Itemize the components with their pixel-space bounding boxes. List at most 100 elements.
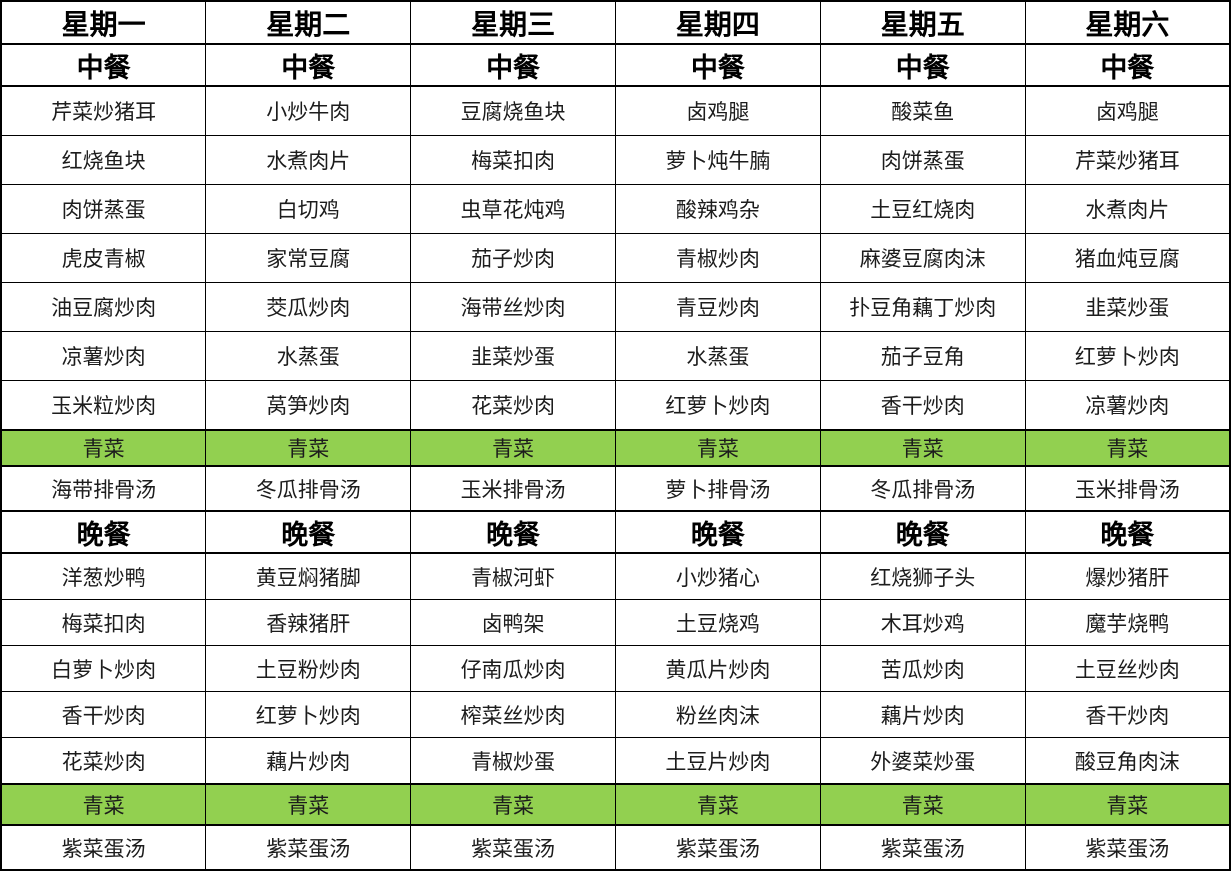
dinner-dish-cell: 红萝卜炒肉 [205, 691, 412, 738]
lunch-dish-cell: 卤鸡腿 [614, 85, 821, 136]
dinner-dish-cell: 外婆菜炒蛋 [819, 737, 1026, 785]
dinner-dish-cell: 土豆丝炒肉 [1024, 645, 1231, 692]
dinner-dish-cell: 土豆粉炒肉 [205, 645, 412, 692]
dinner-dish-cell: 花菜炒肉 [0, 737, 207, 785]
menu-row-veg-dinner: 青菜 青菜 青菜 青菜 青菜 青菜 [0, 783, 1231, 826]
lunch-dish-cell: 水蒸蛋 [205, 331, 412, 381]
lunch-dish-cell: 凉薯炒肉 [1024, 380, 1231, 431]
lunch-dish-cell: 红萝卜炒肉 [1024, 331, 1231, 381]
meal-header-cell: 晚餐 [0, 510, 207, 554]
lunch-dish-cell: 水煮肉片 [205, 135, 412, 185]
lunch-dish-cell: 芹菜炒猪耳 [1024, 135, 1231, 185]
dinner-dish-cell: 藕片炒肉 [819, 691, 1026, 738]
dinner-dish-cell: 白萝卜炒肉 [0, 645, 207, 692]
meal-header-cell: 中餐 [819, 43, 1026, 87]
lunch-dish-cell: 肉饼蒸蛋 [819, 135, 1026, 185]
day-header-cell: 星期三 [410, 0, 616, 45]
meal-header-cell: 中餐 [205, 43, 412, 87]
dinner-dish-cell: 木耳炒鸡 [819, 599, 1026, 646]
veg-highlight-cell: 青菜 [205, 429, 412, 467]
menu-row-lunch-dish: 芹菜炒猪耳 小炒牛肉 豆腐烧鱼块 卤鸡腿 酸菜鱼 卤鸡腿 [0, 85, 1231, 136]
dinner-dish-cell: 红烧狮子头 [819, 552, 1026, 600]
day-header-cell: 星期四 [614, 0, 821, 45]
menu-row-lunch-dish: 油豆腐炒肉 茭瓜炒肉 海带丝炒肉 青豆炒肉 扑豆角藕丁炒肉 韭菜炒蛋 [0, 282, 1231, 332]
dinner-dish-cell: 青椒炒蛋 [410, 737, 616, 785]
menu-row-lunch-dish: 肉饼蒸蛋 白切鸡 虫草花炖鸡 酸辣鸡杂 土豆红烧肉 水煮肉片 [0, 184, 1231, 234]
dinner-dish-cell: 藕片炒肉 [205, 737, 412, 785]
lunch-dish-cell: 玉米粒炒肉 [0, 380, 207, 431]
dinner-dish-cell: 洋葱炒鸭 [0, 552, 207, 600]
lunch-dish-cell: 水蒸蛋 [614, 331, 821, 381]
veg-highlight-cell: 青菜 [205, 783, 412, 826]
menu-row-day: 星期一 星期二 星期三 星期四 星期五 星期六 [0, 0, 1231, 45]
menu-row-veg-lunch: 青菜 青菜 青菜 青菜 青菜 青菜 [0, 429, 1231, 467]
dinner-dish-cell: 苦瓜炒肉 [819, 645, 1026, 692]
lunch-dish-cell: 香干炒肉 [819, 380, 1026, 431]
dinner-dish-cell: 土豆烧鸡 [614, 599, 821, 646]
day-header-cell: 星期一 [0, 0, 207, 45]
soup-cell: 紫菜蛋汤 [410, 824, 616, 871]
dinner-dish-cell: 香辣猪肝 [205, 599, 412, 646]
soup-cell: 紫菜蛋汤 [819, 824, 1026, 871]
dinner-dish-cell: 仔南瓜炒肉 [410, 645, 616, 692]
lunch-dish-cell: 茭瓜炒肉 [205, 282, 412, 332]
soup-cell: 萝卜排骨汤 [614, 465, 821, 512]
soup-cell: 紫菜蛋汤 [0, 824, 207, 871]
lunch-dish-cell: 家常豆腐 [205, 233, 412, 283]
lunch-dish-cell: 红烧鱼块 [0, 135, 207, 185]
lunch-dish-cell: 油豆腐炒肉 [0, 282, 207, 332]
meal-header-cell: 晚餐 [205, 510, 412, 554]
lunch-dish-cell: 酸辣鸡杂 [614, 184, 821, 234]
lunch-dish-cell: 虫草花炖鸡 [410, 184, 616, 234]
lunch-dish-cell: 土豆红烧肉 [819, 184, 1026, 234]
day-header-cell: 星期二 [205, 0, 412, 45]
dinner-dish-cell: 榨菜丝炒肉 [410, 691, 616, 738]
menu-row-soup: 海带排骨汤 冬瓜排骨汤 玉米排骨汤 萝卜排骨汤 冬瓜排骨汤 玉米排骨汤 [0, 465, 1231, 512]
lunch-dish-cell: 青豆炒肉 [614, 282, 821, 332]
soup-cell: 紫菜蛋汤 [205, 824, 412, 871]
menu-row-dinner-dish: 梅菜扣肉 香辣猪肝 卤鸭架 土豆烧鸡 木耳炒鸡 魔芋烧鸭 [0, 599, 1231, 646]
dinner-dish-cell: 香干炒肉 [1024, 691, 1231, 738]
lunch-dish-cell: 韭菜炒蛋 [1024, 282, 1231, 332]
dinner-dish-cell: 青椒河虾 [410, 552, 616, 600]
lunch-dish-cell: 花菜炒肉 [410, 380, 616, 431]
dinner-dish-cell: 黄瓜片炒肉 [614, 645, 821, 692]
dinner-dish-cell: 爆炒猪肝 [1024, 552, 1231, 600]
menu-row-dinner-dish: 白萝卜炒肉 土豆粉炒肉 仔南瓜炒肉 黄瓜片炒肉 苦瓜炒肉 土豆丝炒肉 [0, 645, 1231, 692]
dinner-dish-cell: 香干炒肉 [0, 691, 207, 738]
lunch-dish-cell: 梅菜扣肉 [410, 135, 616, 185]
soup-cell: 玉米排骨汤 [1024, 465, 1231, 512]
dinner-dish-cell: 卤鸭架 [410, 599, 616, 646]
dinner-dish-cell: 黄豆焖猪脚 [205, 552, 412, 600]
lunch-dish-cell: 凉薯炒肉 [0, 331, 207, 381]
veg-highlight-cell: 青菜 [819, 783, 1026, 826]
lunch-dish-cell: 水煮肉片 [1024, 184, 1231, 234]
veg-highlight-cell: 青菜 [1024, 429, 1231, 467]
day-header-cell: 星期五 [819, 0, 1026, 45]
meal-header-cell: 晚餐 [410, 510, 616, 554]
dinner-dish-cell: 粉丝肉沫 [614, 691, 821, 738]
lunch-dish-cell: 豆腐烧鱼块 [410, 85, 616, 136]
meal-header-cell: 晚餐 [614, 510, 821, 554]
menu-row-meal: 中餐 中餐 中餐 中餐 中餐 中餐 [0, 43, 1231, 87]
lunch-dish-cell: 猪血炖豆腐 [1024, 233, 1231, 283]
menu-row-lunch-dish: 红烧鱼块 水煮肉片 梅菜扣肉 萝卜炖牛腩 肉饼蒸蛋 芹菜炒猪耳 [0, 135, 1231, 185]
veg-highlight-cell: 青菜 [410, 429, 616, 467]
lunch-dish-cell: 芹菜炒猪耳 [0, 85, 207, 136]
meal-header-cell: 晚餐 [819, 510, 1026, 554]
meal-header-cell: 中餐 [410, 43, 616, 87]
menu-row-lunch-dish: 玉米粒炒肉 莴笋炒肉 花菜炒肉 红萝卜炒肉 香干炒肉 凉薯炒肉 [0, 380, 1231, 431]
meal-header-cell: 中餐 [0, 43, 207, 87]
soup-cell: 玉米排骨汤 [410, 465, 616, 512]
veg-highlight-cell: 青菜 [0, 429, 207, 467]
lunch-dish-cell: 白切鸡 [205, 184, 412, 234]
lunch-dish-cell: 虎皮青椒 [0, 233, 207, 283]
soup-cell: 冬瓜排骨汤 [819, 465, 1026, 512]
lunch-dish-cell: 茄子炒肉 [410, 233, 616, 283]
dinner-dish-cell: 梅菜扣肉 [0, 599, 207, 646]
lunch-dish-cell: 莴笋炒肉 [205, 380, 412, 431]
day-header-cell: 星期六 [1024, 0, 1231, 45]
